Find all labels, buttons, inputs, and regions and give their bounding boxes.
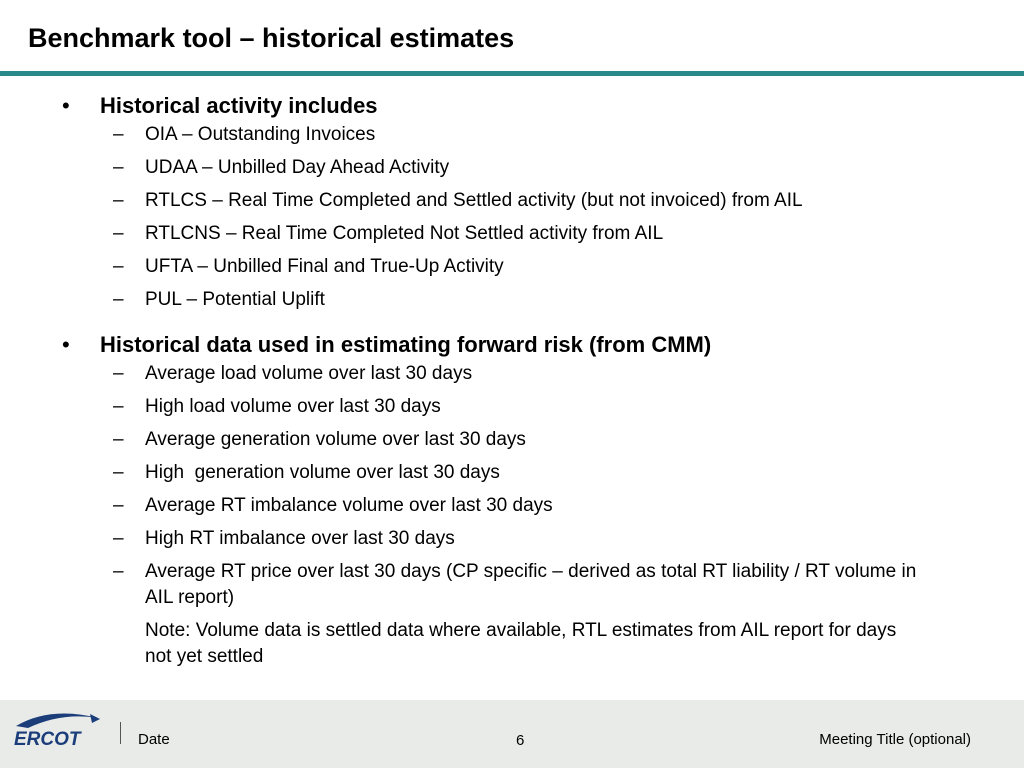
- dash-icon: –: [113, 256, 124, 277]
- slide-title: Benchmark tool – historical estimates: [28, 23, 515, 53]
- list-item-text: Average RT price over last 30 days (CP s…: [145, 561, 917, 608]
- list-item: – Average RT price over last 30 days (CP …: [0, 559, 1024, 611]
- list-item: – OIA – Outstanding Invoices: [0, 122, 1024, 148]
- list-item: – Average load volume over last 30 days: [0, 361, 1024, 387]
- dash-icon: –: [113, 429, 124, 450]
- list-item: – High load volume over last 30 days: [0, 394, 1024, 420]
- dash-icon: –: [113, 528, 124, 549]
- list-item: – Average generation volume over last 30 …: [0, 427, 1024, 453]
- logo-wordmark: ERCOT: [14, 729, 82, 750]
- list-item: – UFTA – Unbilled Final and True-Up Activ…: [0, 254, 1024, 280]
- slide-content: • Historical activity includes – OIA – Ou…: [0, 90, 1024, 670]
- list-item: – Average RT imbalance volume over last 3…: [0, 493, 1024, 519]
- list-item: – High generation volume over last 30 day…: [0, 460, 1024, 486]
- dash-icon: –: [113, 223, 124, 244]
- ercot-logo-icon: ERCOT: [10, 706, 106, 756]
- sub-bullet-list: – Average load volume over last 30 days –…: [0, 361, 1024, 611]
- list-item-text: High generation volume over last 30 days: [145, 462, 500, 483]
- list-item-text: PUL – Potential Uplift: [145, 289, 325, 310]
- dash-icon: –: [113, 396, 124, 417]
- list-item-text: UDAA – Unbilled Day Ahead Activity: [145, 157, 450, 178]
- sub-bullet-list: – OIA – Outstanding Invoices – UDAA – Unbi…: [0, 122, 1024, 313]
- footer-divider: [120, 722, 121, 744]
- section-historical-data: • Historical data used in estimating for…: [0, 329, 1024, 670]
- bullet-icon: •: [62, 332, 70, 357]
- bullet-icon: •: [62, 93, 70, 118]
- dash-icon: –: [113, 157, 124, 178]
- list-item-text: UFTA – Unbilled Final and True-Up Activi…: [145, 256, 504, 277]
- list-item-text: OIA – Outstanding Invoices: [145, 124, 376, 145]
- list-item: – PUL – Potential Uplift: [0, 287, 1024, 313]
- dash-icon: –: [113, 190, 124, 211]
- footer-date: Date: [138, 731, 170, 748]
- dash-icon: –: [113, 561, 124, 582]
- bullet-heading-text: Historical data used in estimating forwa…: [100, 332, 712, 357]
- dash-icon: –: [113, 462, 124, 483]
- dash-icon: –: [113, 495, 124, 516]
- list-item-text: RTLCNS – Real Time Completed Not Settled…: [145, 223, 664, 244]
- list-item-text: Average generation volume over last 30 d…: [145, 429, 526, 450]
- slide-footer: ERCOT Date 6 Meeting Title (optional): [0, 700, 1024, 768]
- page-number: 6: [516, 732, 525, 749]
- list-item: – RTLCNS – Real Time Completed Not Settle…: [0, 221, 1024, 247]
- bullet-heading: • Historical data used in estimating for…: [0, 329, 1024, 361]
- list-item-text: High RT imbalance over last 30 days: [145, 528, 455, 549]
- section-historical-activity: • Historical activity includes – OIA – Ou…: [0, 90, 1024, 313]
- list-item-text: RTLCS – Real Time Completed and Settled …: [145, 190, 803, 211]
- list-item: – RTLCS – Real Time Completed and Settled…: [0, 188, 1024, 214]
- bullet-heading: • Historical activity includes: [0, 90, 1024, 122]
- list-item-text: High load volume over last 30 days: [145, 396, 441, 417]
- list-item: – High RT imbalance over last 30 days: [0, 526, 1024, 552]
- dash-icon: –: [113, 363, 124, 384]
- list-item-text: Average load volume over last 30 days: [145, 363, 473, 384]
- list-item: – UDAA – Unbilled Day Ahead Activity: [0, 155, 1024, 181]
- ercot-logo-graphic: ERCOT: [14, 713, 100, 750]
- note-text: Note: Volume data is settled data where …: [145, 620, 897, 667]
- footer-meeting-title: Meeting Title (optional): [819, 731, 971, 748]
- dash-icon: –: [113, 124, 124, 145]
- list-item-text: Average RT imbalance volume over last 30…: [145, 495, 553, 516]
- dash-icon: –: [113, 289, 124, 310]
- title-divider: [0, 71, 1024, 76]
- bullet-heading-text: Historical activity includes: [100, 93, 378, 118]
